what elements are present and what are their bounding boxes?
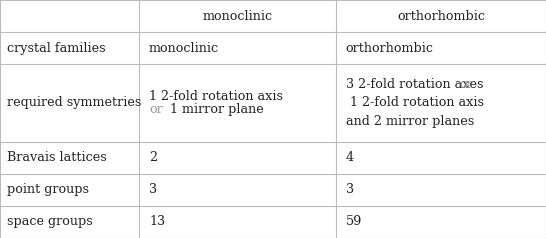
Text: 3 2-fold rotation axes: 3 2-fold rotation axes (346, 78, 487, 91)
Text: 3: 3 (149, 183, 157, 196)
Text: 1 2-fold rotation axis: 1 2-fold rotation axis (149, 90, 283, 103)
Text: 59: 59 (346, 215, 362, 228)
Text: and 2 mirror planes: and 2 mirror planes (346, 115, 474, 128)
Text: Bravais lattices: Bravais lattices (7, 151, 106, 164)
Text: orthorhombic: orthorhombic (346, 42, 434, 55)
Text: 2: 2 (149, 151, 157, 164)
Text: 4: 4 (346, 151, 354, 164)
Text: space groups: space groups (7, 215, 92, 228)
Text: orthorhombic: orthorhombic (397, 10, 485, 23)
Text: 1 mirror plane: 1 mirror plane (170, 103, 264, 116)
Text: monoclinic: monoclinic (149, 42, 219, 55)
Text: monoclinic: monoclinic (203, 10, 272, 23)
Text: point groups: point groups (7, 183, 88, 196)
Text: required symmetries: required symmetries (7, 96, 141, 109)
Text: or: or (459, 78, 473, 91)
Text: crystal families: crystal families (7, 42, 105, 55)
Text: 3: 3 (346, 183, 354, 196)
Text: 13: 13 (149, 215, 165, 228)
Text: or: or (149, 103, 163, 116)
Text: 1 2-fold rotation axis: 1 2-fold rotation axis (346, 96, 484, 109)
